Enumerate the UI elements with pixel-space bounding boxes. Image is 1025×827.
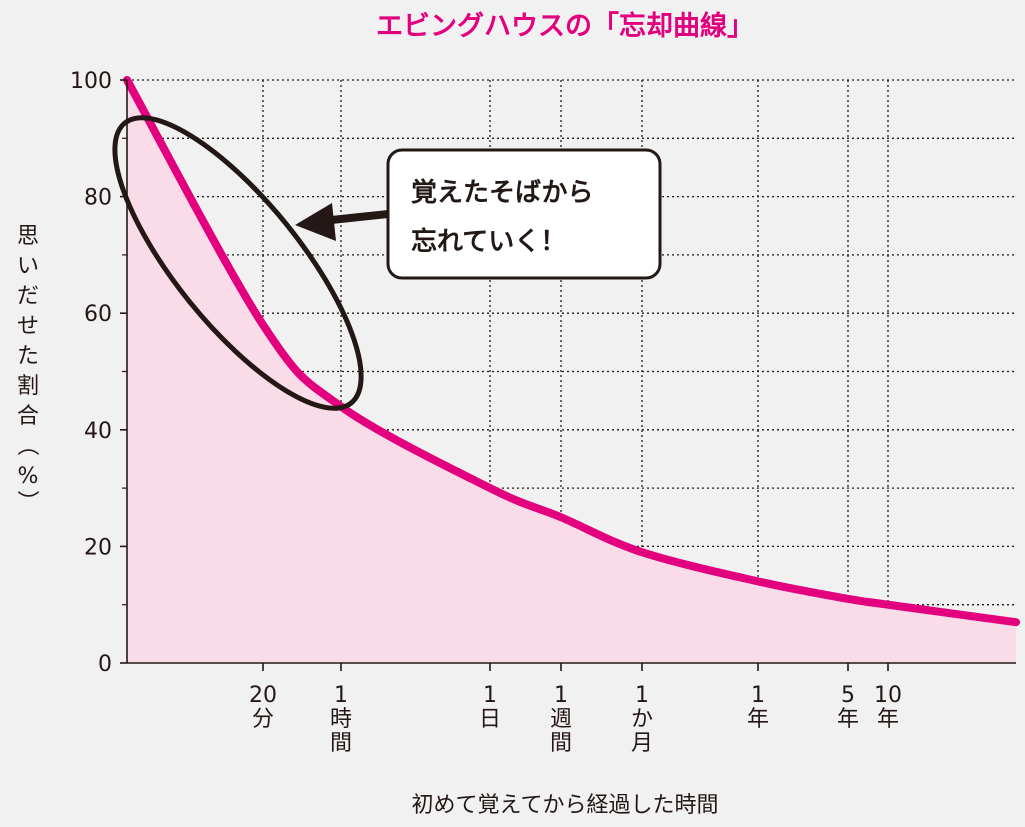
y-tick-label: 60	[84, 302, 112, 327]
y-axis-title-char: 割	[17, 374, 39, 399]
y-axis-title-char: 思	[17, 224, 39, 249]
x-tick-label: 日	[479, 707, 501, 732]
x-tick-label: 20	[249, 683, 277, 708]
y-axis-title-char: た	[17, 344, 39, 369]
x-tick-label: 年	[837, 707, 859, 732]
x-tick-label: 1	[554, 683, 568, 708]
x-tick-label: か	[631, 707, 653, 732]
x-tick-label: 月	[631, 731, 653, 756]
y-axis-title-char: （	[14, 434, 39, 456]
y-axis-title-char: %	[18, 464, 39, 489]
y-tick-label: 40	[84, 419, 112, 444]
x-tick-label: 年	[877, 707, 899, 732]
x-tick-label: 年	[747, 707, 769, 732]
x-tick-label: 1	[635, 683, 649, 708]
y-ticks: 0 20 40 60 80 100	[70, 69, 127, 677]
y-tick-label: 100	[70, 69, 112, 94]
chart-title: エビングハウスの「忘却曲線」	[376, 10, 754, 42]
y-tick-label: 80	[84, 186, 112, 211]
x-axis-title: 初めて覚えてから経過した時間	[412, 793, 719, 818]
y-axis-title-char: せ	[17, 314, 39, 339]
y-tick-label: 20	[84, 535, 112, 560]
x-tick-label: 間	[550, 731, 572, 756]
callout-ellipse	[112, 115, 364, 411]
x-tick-label: 間	[330, 731, 352, 756]
callout-line-2: 忘れていく！	[411, 226, 566, 257]
x-tick-label: 5	[841, 683, 855, 708]
y-axis-title-char: 合	[17, 404, 39, 429]
callout-box	[386, 148, 662, 280]
y-axis-title-char: ）	[14, 490, 39, 512]
y-axis-title-char: だ	[17, 284, 39, 309]
x-tick-label: 10	[874, 683, 902, 708]
y-axis-title-char: い	[17, 254, 39, 279]
x-tick-label: 時	[330, 707, 352, 732]
x-tick-label: 1	[751, 683, 765, 708]
callout-arrow-head	[295, 203, 336, 241]
x-tick-label: 1	[483, 683, 497, 708]
x-tick-label: 1	[334, 683, 348, 708]
callout-line-1: 覚えたそばから	[411, 178, 594, 208]
area-fill	[127, 80, 1016, 663]
x-tick-label: 週	[550, 707, 572, 732]
y-tick-label: 0	[98, 652, 112, 677]
x-tick-label: 分	[252, 707, 274, 732]
